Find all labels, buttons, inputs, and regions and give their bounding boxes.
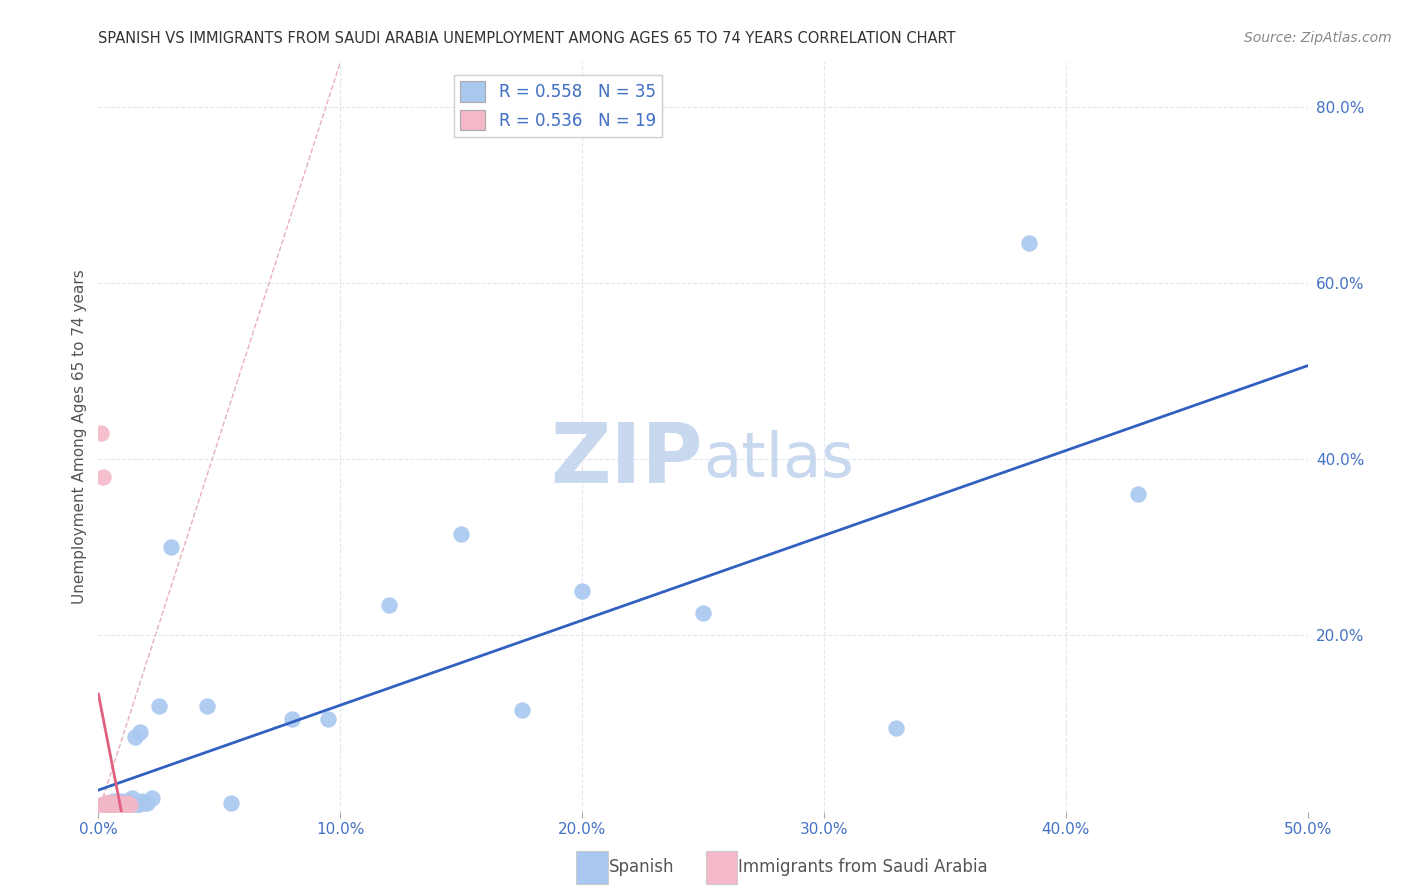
- Point: [94, 796, 117, 810]
- Point: [101, 796, 124, 810]
- Point: [117, 796, 139, 810]
- Point: [100, 796, 122, 810]
- Point: [90, 797, 112, 812]
- Point: [94, 796, 117, 810]
- Point: [1018, 236, 1040, 251]
- Point: [118, 797, 141, 812]
- Point: [134, 796, 156, 810]
- Point: [128, 725, 150, 739]
- Point: [90, 425, 112, 440]
- Text: SPANISH VS IMMIGRANTS FROM SAUDI ARABIA UNEMPLOYMENT AMONG AGES 65 TO 74 YEARS C: SPANISH VS IMMIGRANTS FROM SAUDI ARABIA …: [98, 31, 956, 46]
- Point: [97, 797, 120, 812]
- Point: [104, 796, 127, 810]
- Point: [111, 796, 134, 810]
- Point: [450, 527, 472, 541]
- Point: [886, 721, 908, 735]
- Point: [510, 703, 533, 717]
- Point: [571, 584, 593, 599]
- Point: [90, 797, 112, 812]
- Point: [100, 799, 122, 814]
- Point: [118, 796, 141, 810]
- Point: [127, 797, 149, 812]
- Point: [100, 797, 122, 812]
- Text: atlas: atlas: [703, 430, 853, 490]
- Text: Immigrants from Saudi Arabia: Immigrants from Saudi Arabia: [738, 858, 988, 876]
- Point: [97, 796, 120, 810]
- Point: [101, 797, 124, 812]
- Point: [101, 794, 124, 808]
- Point: [124, 730, 146, 744]
- Point: [692, 607, 714, 621]
- Point: [108, 794, 131, 808]
- Point: [91, 469, 114, 483]
- Text: ZIP: ZIP: [551, 419, 703, 500]
- Point: [121, 791, 143, 805]
- Point: [160, 541, 183, 555]
- Point: [221, 796, 243, 810]
- Point: [94, 796, 117, 810]
- Point: [316, 712, 339, 726]
- Point: [131, 794, 153, 808]
- Point: [148, 698, 170, 713]
- Point: [195, 698, 218, 713]
- Point: [111, 797, 134, 812]
- Point: [107, 796, 129, 810]
- Legend: R = 0.558   N = 35, R = 0.536   N = 19: R = 0.558 N = 35, R = 0.536 N = 19: [454, 75, 662, 136]
- Y-axis label: Unemployment Among Ages 65 to 74 years: Unemployment Among Ages 65 to 74 years: [72, 269, 87, 605]
- Text: Source: ZipAtlas.com: Source: ZipAtlas.com: [1244, 31, 1392, 45]
- Point: [114, 797, 136, 812]
- Point: [91, 799, 114, 814]
- Point: [91, 800, 114, 814]
- Point: [135, 796, 157, 810]
- Point: [114, 797, 136, 812]
- Point: [117, 794, 139, 808]
- Point: [104, 797, 127, 812]
- Point: [108, 796, 131, 810]
- Point: [107, 797, 129, 812]
- Point: [1128, 487, 1150, 501]
- Point: [377, 598, 399, 612]
- Point: [281, 712, 304, 726]
- Text: Spanish: Spanish: [609, 858, 675, 876]
- Point: [97, 796, 120, 810]
- Point: [141, 791, 163, 805]
